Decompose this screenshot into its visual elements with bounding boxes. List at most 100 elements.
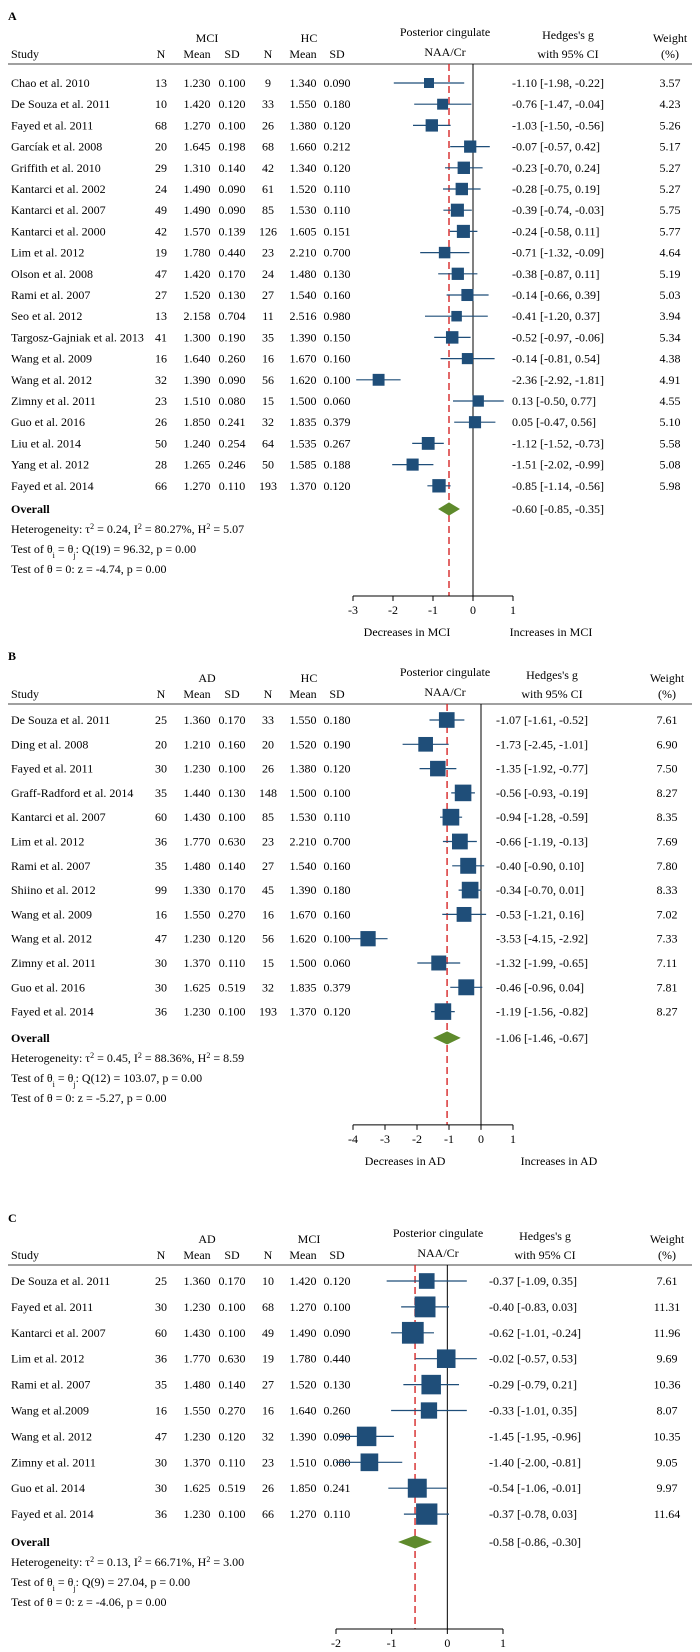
- group2-n: 32: [262, 980, 274, 994]
- effect-ci: -0.56 [-0.93, -0.19]: [496, 786, 588, 800]
- group2-sd: 0.980: [324, 309, 351, 323]
- effect-marker: [451, 310, 462, 322]
- overall-label: Overall: [11, 502, 50, 516]
- group1-sd: 0.260: [219, 352, 246, 366]
- study-name: Seo et al. 2012: [11, 309, 82, 323]
- group2-sd: 0.090: [324, 76, 351, 90]
- group1-mean: 1.645: [184, 140, 211, 154]
- group1-sd: 0.704: [219, 309, 246, 323]
- forest-panel-c: C AD MCI Posterior cingulate NAA/Cr Hedges's …: [8, 1211, 692, 1650]
- group1-mean: 1.360: [184, 1274, 211, 1288]
- group1-mean: 1.420: [184, 267, 211, 281]
- group2-mean: 1.605: [290, 224, 317, 238]
- x-axis-tick-label: -2: [388, 603, 398, 617]
- group1-mean: 1.390: [184, 373, 211, 387]
- subscript-i: i: [53, 1584, 56, 1593]
- panel-letter: A: [8, 9, 17, 23]
- group2-mean: 1.550: [290, 713, 317, 727]
- group1-n: 19: [155, 246, 167, 260]
- group2-n: 64: [262, 436, 274, 450]
- group2-sd: 0.120: [324, 118, 351, 132]
- heterogeneity-mid2: = 66.71%, H: [142, 1555, 207, 1569]
- study-row: Lim et al. 2012 36 1.770 0.630 19 1.780 0.440 -…: [11, 1349, 678, 1368]
- heterogeneity-mid1: = 0.13, I: [94, 1555, 138, 1569]
- group2-sd: 0.180: [324, 713, 351, 727]
- group2-n: 27: [262, 1378, 274, 1392]
- weight-value: 5.08: [660, 458, 681, 472]
- group1-sd: 0.170: [219, 1274, 246, 1288]
- overall-ci: -0.60 [-0.85, -0.35]: [512, 502, 604, 516]
- superscript-two: 2: [138, 522, 142, 531]
- weight-value: 9.69: [657, 1352, 678, 1366]
- study-row: Ding et al. 2008 20 1.210 0.160 20 1.520 0.190…: [11, 736, 678, 752]
- column-header-n2: N: [264, 1248, 273, 1262]
- group1-n: 30: [155, 1300, 167, 1314]
- weight-value: 4.38: [660, 352, 681, 366]
- weight-value: 5.58: [660, 436, 681, 450]
- q-test-pre: Test of θ: [11, 542, 53, 556]
- group1-sd: 0.110: [219, 956, 246, 970]
- column-header-n1: N: [157, 1248, 166, 1262]
- study-name: Wang et al. 2009: [11, 352, 92, 366]
- effect-ci: -1.07 [-1.61, -0.52]: [496, 713, 588, 727]
- effect-marker: [437, 98, 449, 110]
- group1-mean: 1.420: [184, 97, 211, 111]
- group1-sd: 0.100: [219, 1326, 246, 1340]
- group1-sd: 0.090: [219, 203, 246, 217]
- q-test-post: : Q(19) = 96.32, p = 0.00: [76, 542, 197, 556]
- group2-mean: 1.540: [290, 288, 317, 302]
- weight-value: 7.50: [657, 762, 678, 776]
- effect-ci: -0.37 [-1.09, 0.35]: [489, 1274, 577, 1288]
- weight-value: 9.97: [657, 1481, 678, 1495]
- study-row: Kantarci et al. 2007 60 1.430 0.100 49 1.490 0…: [11, 1321, 680, 1344]
- effect-marker: [464, 140, 477, 153]
- group1-sd: 0.170: [219, 883, 246, 897]
- group1-n: 99: [155, 883, 167, 897]
- group2-sd: 0.260: [324, 1404, 351, 1418]
- group1-mean: 1.510: [184, 394, 211, 408]
- group2-sd: 0.110: [324, 203, 351, 217]
- group1-sd: 0.630: [219, 835, 246, 849]
- group1-mean: 1.640: [184, 352, 211, 366]
- effect-marker: [432, 479, 446, 493]
- group1-sd: 0.270: [219, 907, 246, 921]
- study-row: Griffith et al. 2010 29 1.310 0.140 42 1.340 0…: [11, 161, 681, 175]
- group2-sd: 0.241: [324, 1481, 351, 1495]
- group2-sd: 0.120: [324, 479, 351, 493]
- group2-mean: 1.500: [290, 956, 317, 970]
- group1-sd: 0.254: [219, 436, 246, 450]
- column-header-sd1: SD: [224, 687, 240, 701]
- x-axis-tick-label: 1: [510, 603, 516, 617]
- superscript-two: 2: [90, 522, 94, 531]
- group1-mean: 1.625: [184, 980, 211, 994]
- study-name: Ding et al. 2008: [11, 737, 88, 751]
- heterogeneity-pre: Heterogeneity: τ: [11, 1051, 90, 1065]
- direction-label-left: Decreases in AD: [365, 1154, 446, 1168]
- effect-marker: [457, 161, 470, 174]
- effect-header: Hedges's g: [519, 1229, 571, 1243]
- group2-n: 193: [259, 1005, 277, 1019]
- forest-panel-b: B AD HC Posterior cingulate NAA/Cr Hedges's g…: [8, 649, 692, 1168]
- effect-ci: -0.94 [-1.28, -0.59]: [496, 810, 588, 824]
- group2-n: 16: [262, 1404, 274, 1418]
- group1-n: 29: [155, 161, 167, 175]
- q-test-post: : Q(9) = 27.04, p = 0.00: [76, 1575, 191, 1589]
- group2-mean: 1.490: [290, 1326, 317, 1340]
- group2-n: 24: [262, 267, 274, 281]
- study-name: Kantarci et al. 2007: [11, 810, 106, 824]
- column-header-sd2: SD: [329, 1248, 345, 1262]
- effect-marker: [407, 1478, 427, 1498]
- group2-n: 66: [262, 1507, 274, 1521]
- effect-marker: [434, 1003, 452, 1020]
- group2-mean: 1.270: [290, 1300, 317, 1314]
- q-test-mid: = θ: [55, 542, 74, 556]
- effect-ci: -0.37 [-0.78, 0.03]: [489, 1507, 577, 1521]
- group1-header: AD: [198, 1232, 216, 1246]
- effect-marker: [420, 1402, 438, 1419]
- column-header-sd2: SD: [329, 47, 345, 61]
- effect-marker: [461, 881, 479, 899]
- group2-sd: 0.120: [324, 1005, 351, 1019]
- weight-value: 4.23: [660, 97, 681, 111]
- study-name: De Souza et al. 2011: [11, 713, 110, 727]
- study-row: Kantarci et al. 2002 24 1.490 0.090 61 1.520 0…: [11, 182, 681, 196]
